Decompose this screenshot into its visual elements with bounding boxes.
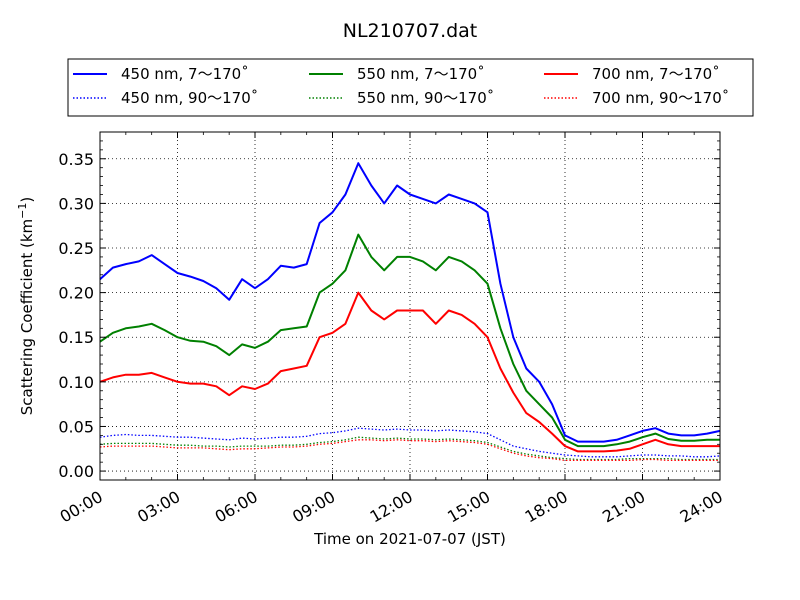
legend-frame xyxy=(67,58,754,117)
y-tick-label: 0.00 xyxy=(58,462,94,481)
y-tick-label: 0.25 xyxy=(58,239,94,258)
legend-label-700-solid: 700 nm, 7～170˚ xyxy=(592,65,720,83)
y-tick-label: 0.15 xyxy=(58,328,94,347)
legend: 450 nm, 7～170˚ 450 nm, 90～170˚ 550 nm, 7… xyxy=(67,58,754,117)
y-axis-title-unit-exponent: −1 xyxy=(16,203,29,219)
plot-area xyxy=(100,132,720,480)
y-tick-label: 0.20 xyxy=(58,284,94,303)
chart-title: NL210707.dat xyxy=(343,20,478,42)
series-line-2 xyxy=(99,233,720,448)
y-tick-labels: 0.00 0.05 0.10 0.15 0.20 0.25 0.30 0.35 xyxy=(58,150,94,481)
series-line-4 xyxy=(99,291,720,453)
series-line-0 xyxy=(99,162,721,443)
y-tick-label: 0.10 xyxy=(58,373,94,392)
y-axis-title: Scattering Coefficient (km−1) xyxy=(16,197,37,416)
legend-label-700-dotted: 700 nm, 90～170˚ xyxy=(592,89,729,107)
grid xyxy=(100,132,720,480)
plot-frame xyxy=(99,131,721,481)
legend-label-450-dotted: 450 nm, 90～170˚ xyxy=(121,89,258,107)
y-tick-label: 0.35 xyxy=(58,150,94,169)
legend-label-550-solid: 550 nm, 7～170˚ xyxy=(357,65,485,83)
y-axis-title-close: ) xyxy=(18,197,36,203)
legend-label-450-solid: 450 nm, 7～170˚ xyxy=(121,65,249,83)
series-line-1 xyxy=(99,427,721,458)
y-tick-label: 0.05 xyxy=(58,417,94,436)
x-axis-title: Time on 2021-07-07 (JST) xyxy=(313,530,506,548)
y-tick-label: 0.30 xyxy=(58,194,94,213)
series-lines xyxy=(99,162,721,462)
legend-label-550-dotted: 550 nm, 90～170˚ xyxy=(357,89,494,107)
y-axis-title-main: Scattering Coefficient (km xyxy=(18,219,36,415)
